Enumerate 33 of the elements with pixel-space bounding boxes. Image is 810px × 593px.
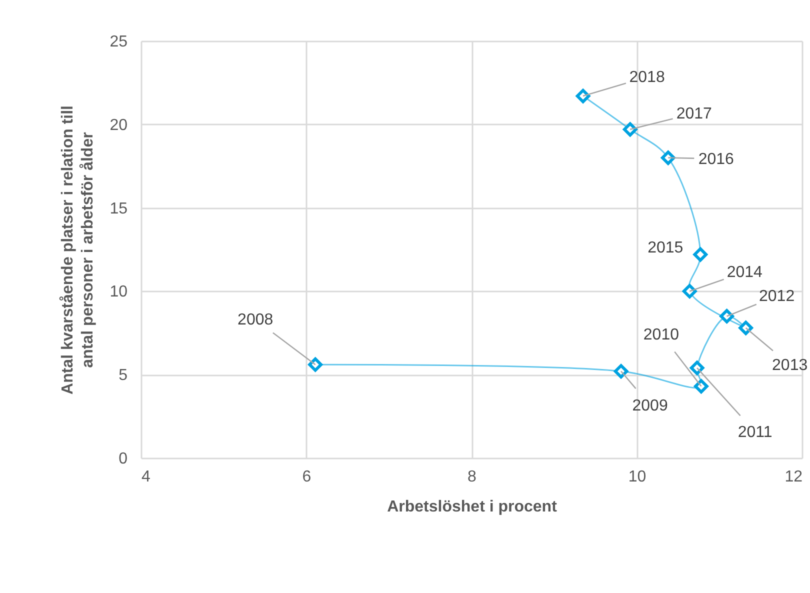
point xyxy=(690,360,704,376)
annotation: 2015 xyxy=(648,240,684,257)
annotation: 2010 xyxy=(643,326,680,344)
y-tick-label: 20 xyxy=(110,116,128,134)
point xyxy=(720,309,734,324)
x-tick-label: 6 xyxy=(302,468,312,486)
point xyxy=(694,379,708,394)
point xyxy=(693,247,708,262)
y-axis-title: Antal kvarstående platser i relation till antal personer i arbetsför ålder xyxy=(58,106,97,394)
annotation: 2013 xyxy=(772,356,808,374)
annotation: 2011 xyxy=(738,424,772,441)
point xyxy=(614,364,628,378)
x-tick-label: 8 xyxy=(468,468,477,486)
x-tick-label: 4 xyxy=(142,468,150,486)
annotation: 2017 xyxy=(676,105,712,122)
y-tick-label: 0 xyxy=(118,450,128,468)
y-tick-label: 5 xyxy=(118,367,128,384)
point xyxy=(682,284,697,298)
annotation: 2008 xyxy=(238,312,274,329)
annotation: 2016 xyxy=(698,150,734,168)
x-axis-title: Arbetslöshet i procent xyxy=(387,498,558,516)
annotation: 2012 xyxy=(759,288,795,306)
x-tick-label: 12 xyxy=(784,468,803,486)
x-tick-label: 10 xyxy=(628,468,646,486)
y-tick-label: 15 xyxy=(110,200,128,218)
point xyxy=(738,320,754,336)
annotation: 2009 xyxy=(632,397,668,414)
point xyxy=(308,357,323,372)
annotation: 2014 xyxy=(726,264,763,282)
point xyxy=(576,88,590,104)
annotation: 2018 xyxy=(629,69,665,86)
y-tick-label: 25 xyxy=(110,34,128,50)
y-tick-label: 10 xyxy=(110,284,128,301)
